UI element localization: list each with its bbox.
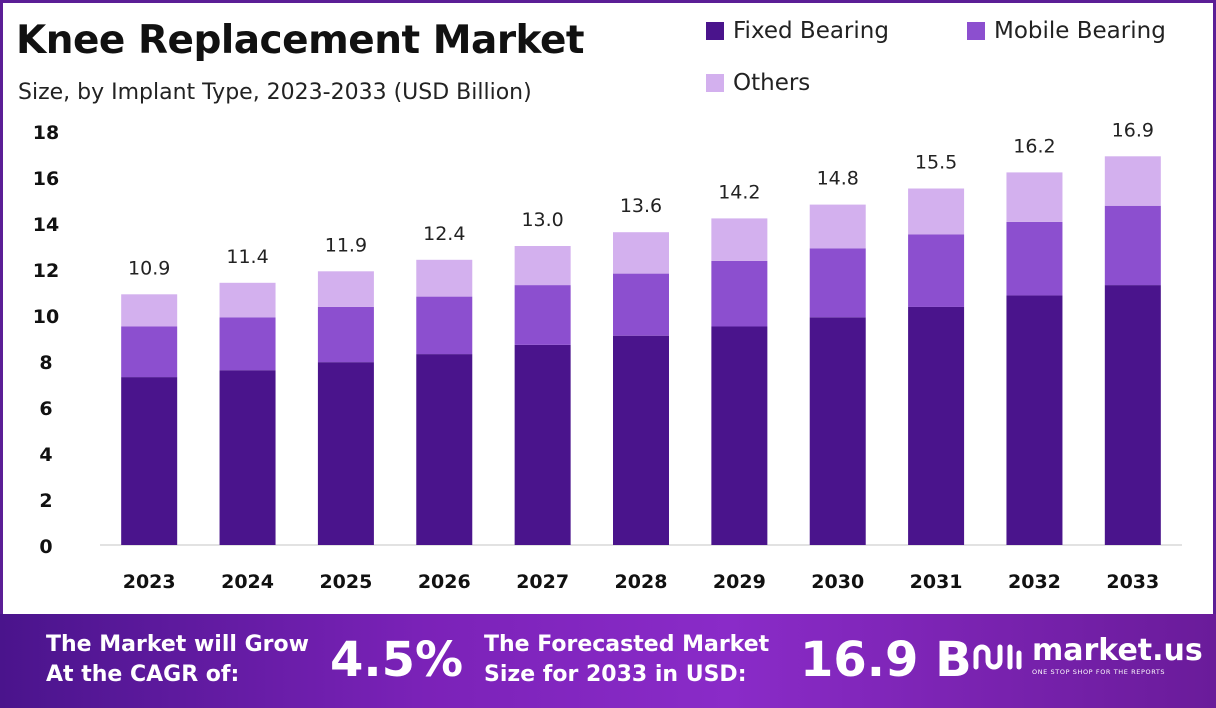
legend-label-fixed-bearing: Fixed Bearing	[733, 18, 889, 44]
bar-segment-fixed-bearing	[1006, 295, 1063, 545]
legend-swatch-others	[706, 74, 724, 92]
chart-title: Knee Replacement Market	[16, 18, 585, 63]
bar-total-label: 12.4	[423, 223, 465, 245]
bar-total-label: 13.0	[521, 209, 563, 231]
brand-tagline: ONE STOP SHOP FOR THE REPORTS	[1032, 668, 1166, 676]
bar-segment-others	[809, 204, 866, 249]
legend-item-fixed-bearing: Fixed Bearing	[706, 18, 889, 44]
bar-segment-others	[219, 282, 276, 318]
legend-item-mobile-bearing: Mobile Bearing	[967, 18, 1166, 44]
bar-segment-mobile-bearing	[219, 317, 276, 371]
x-tick-label: 2025	[319, 571, 372, 593]
x-tick-label: 2029	[713, 571, 766, 593]
bar-total-label: 16.9	[1112, 119, 1154, 141]
y-tick-label: 8	[39, 352, 52, 374]
x-tick-label: 2030	[811, 571, 864, 593]
y-tick-label: 14	[33, 214, 59, 236]
bar-segment-fixed-bearing	[416, 354, 473, 545]
x-tick-label: 2023	[123, 571, 176, 593]
bar-total-label: 14.2	[718, 181, 760, 203]
bar-segment-others	[711, 218, 768, 261]
forecast-value: 16.9 B	[800, 632, 972, 688]
bar-segment-fixed-bearing	[809, 317, 866, 545]
bar-segment-mobile-bearing	[711, 260, 768, 327]
x-tick-label: 2033	[1106, 571, 1159, 593]
legend-item-others: Others	[706, 70, 810, 96]
forecast-label: The Forecasted Market Size for 2033 in U…	[484, 630, 769, 690]
bar-segment-mobile-bearing	[317, 306, 374, 363]
bar-segment-mobile-bearing	[121, 326, 178, 378]
bar-segment-fixed-bearing	[613, 335, 669, 545]
bar-segment-others	[1104, 156, 1161, 206]
y-tick-label: 12	[33, 260, 59, 282]
bar-segment-fixed-bearing	[711, 326, 768, 545]
y-tick-label: 2	[39, 490, 52, 512]
y-tick-label: 16	[33, 168, 59, 190]
bar-segment-others	[1006, 172, 1063, 222]
bar-segment-others	[514, 246, 571, 286]
footer-banner: The Market will Grow At the CAGR of: 4.5…	[0, 614, 1216, 708]
x-tick-label: 2028	[615, 571, 668, 593]
bar-total-label: 11.4	[226, 246, 268, 268]
x-tick-label: 2032	[1008, 571, 1061, 593]
bar-segment-others	[613, 232, 669, 274]
bar-segment-fixed-bearing	[317, 362, 374, 545]
bar-segment-fixed-bearing	[219, 370, 276, 545]
bar-total-label: 13.6	[620, 195, 662, 217]
y-tick-label: 10	[33, 306, 59, 328]
bar-segment-others	[317, 271, 374, 307]
x-tick-label: 2024	[221, 571, 274, 593]
bar-segment-fixed-bearing	[1104, 285, 1161, 545]
forecast-label-line2: Size for 2033 in USD:	[484, 662, 747, 687]
y-tick-label: 4	[39, 444, 52, 466]
y-tick-label: 18	[33, 122, 59, 144]
bar-segment-mobile-bearing	[613, 273, 669, 336]
bar-segment-mobile-bearing	[809, 248, 866, 318]
x-tick-label: 2027	[516, 571, 569, 593]
bar-total-label: 10.9	[128, 257, 170, 279]
legend-swatch-mobile-bearing	[967, 22, 985, 40]
cagr-label-line1: The Market will Grow	[46, 632, 309, 657]
brand-name: market.us	[1032, 633, 1203, 668]
bar-segment-fixed-bearing	[908, 306, 965, 545]
cagr-label-line2: At the CAGR of:	[46, 662, 240, 687]
bar-segment-mobile-bearing	[1104, 205, 1161, 286]
y-tick-label: 0	[39, 536, 52, 558]
bar-total-label: 11.9	[325, 234, 367, 256]
stacked-bar-chart: 0 2 4 6 8 10 12 14 16 18 10.9 2023 11.4 2024 11.9 2025 1…	[33, 119, 1182, 593]
legend-label-others: Others	[733, 70, 811, 96]
forecast-label-line1: The Forecasted Market	[484, 632, 770, 657]
bar-segment-mobile-bearing	[908, 234, 965, 307]
chart-subtitle: Size, by Implant Type, 2023-2033 (USD Bi…	[18, 80, 532, 105]
bar-segment-others	[121, 294, 178, 327]
bar-total-label: 14.8	[817, 168, 859, 190]
bar-total-label: 15.5	[915, 152, 957, 174]
bar-segment-mobile-bearing	[416, 296, 473, 355]
x-tick-label: 2031	[910, 571, 963, 593]
bar-segment-others	[908, 188, 965, 235]
bar-segment-others	[416, 259, 473, 297]
cagr-label: The Market will Grow At the CAGR of:	[46, 630, 309, 690]
market-us-logo-icon	[973, 644, 1022, 670]
bar-total-label: 16.2	[1013, 135, 1055, 157]
legend-swatch-fixed-bearing	[706, 22, 724, 40]
x-tick-label: 2026	[418, 571, 471, 593]
brand-logo: market.us ONE STOP SHOP FOR THE REPORTS	[972, 636, 1203, 676]
bar-segment-fixed-bearing	[514, 344, 571, 545]
cagr-value: 4.5%	[330, 632, 464, 688]
bar-segment-fixed-bearing	[121, 377, 178, 545]
bar-segment-mobile-bearing	[1006, 221, 1063, 296]
y-tick-label: 6	[39, 398, 52, 420]
bar-segment-mobile-bearing	[514, 285, 571, 345]
legend-label-mobile-bearing: Mobile Bearing	[994, 18, 1166, 44]
